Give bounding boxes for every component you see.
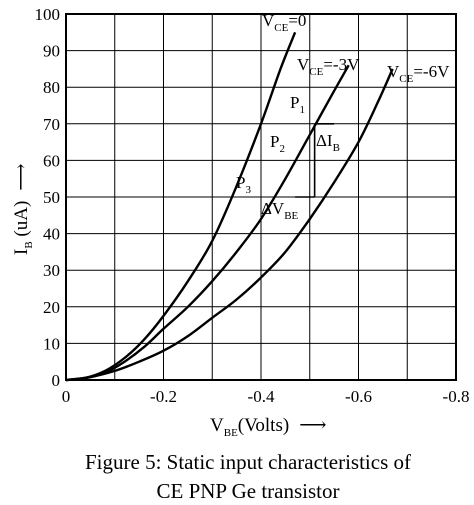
- y-tick-label: 70: [43, 115, 60, 134]
- y-tick-label: 90: [43, 42, 60, 61]
- construction-lines: [295, 123, 335, 198]
- curve-label-vce-6v: VCE=-6V: [387, 62, 450, 85]
- y-axis-title: IB (uA)⟶: [11, 163, 35, 255]
- curve-vce-0: [65, 31, 297, 382]
- curve-label-vce-3v: VCE=-3V: [297, 55, 360, 78]
- y-tick-label: 80: [43, 78, 60, 97]
- x-axis-title: VBE(Volts) ⟶: [210, 415, 326, 439]
- x-tick-label: -0.4: [248, 387, 275, 406]
- x-tick-label: -0.8: [443, 387, 470, 406]
- plot-frame: [65, 13, 457, 381]
- annotation-p1: P1: [290, 93, 305, 116]
- y-tick-label: 100: [35, 5, 61, 24]
- curves: [65, 31, 394, 382]
- x-tick-label: 0: [62, 387, 71, 406]
- annotation-p2: P2: [270, 132, 285, 155]
- y-tick-label: 10: [43, 334, 60, 353]
- annotation-delta-vbe: ΔVBE: [261, 199, 299, 222]
- curve-label-vce-0: VCE=0: [262, 11, 306, 34]
- annotation-p3: P3: [236, 173, 251, 196]
- x-tick-label: -0.6: [345, 387, 372, 406]
- y-tick-label: 30: [43, 261, 60, 280]
- y-tick-labels: 0 10 20 30 40 50 60 70 80 90 100: [35, 5, 61, 390]
- x-tick-labels: 0 -0.2 -0.4 -0.6 -0.8: [62, 387, 470, 406]
- figure-caption-line-1: Figure 5: Static input characteristics o…: [85, 450, 411, 474]
- figure-caption-line-2: CE PNP Ge transistor: [157, 479, 340, 503]
- x-tick-label: -0.2: [150, 387, 177, 406]
- annotation-delta-ib: ΔIB: [316, 131, 340, 154]
- y-tick-label: 50: [43, 188, 60, 207]
- y-tick-label: 20: [43, 298, 60, 317]
- y-tick-label: 60: [43, 151, 60, 170]
- curve-vce-2: [65, 68, 394, 382]
- curve-vce-1: [65, 64, 350, 382]
- y-tick-label: 40: [43, 225, 60, 244]
- y-tick-label: 0: [52, 371, 61, 390]
